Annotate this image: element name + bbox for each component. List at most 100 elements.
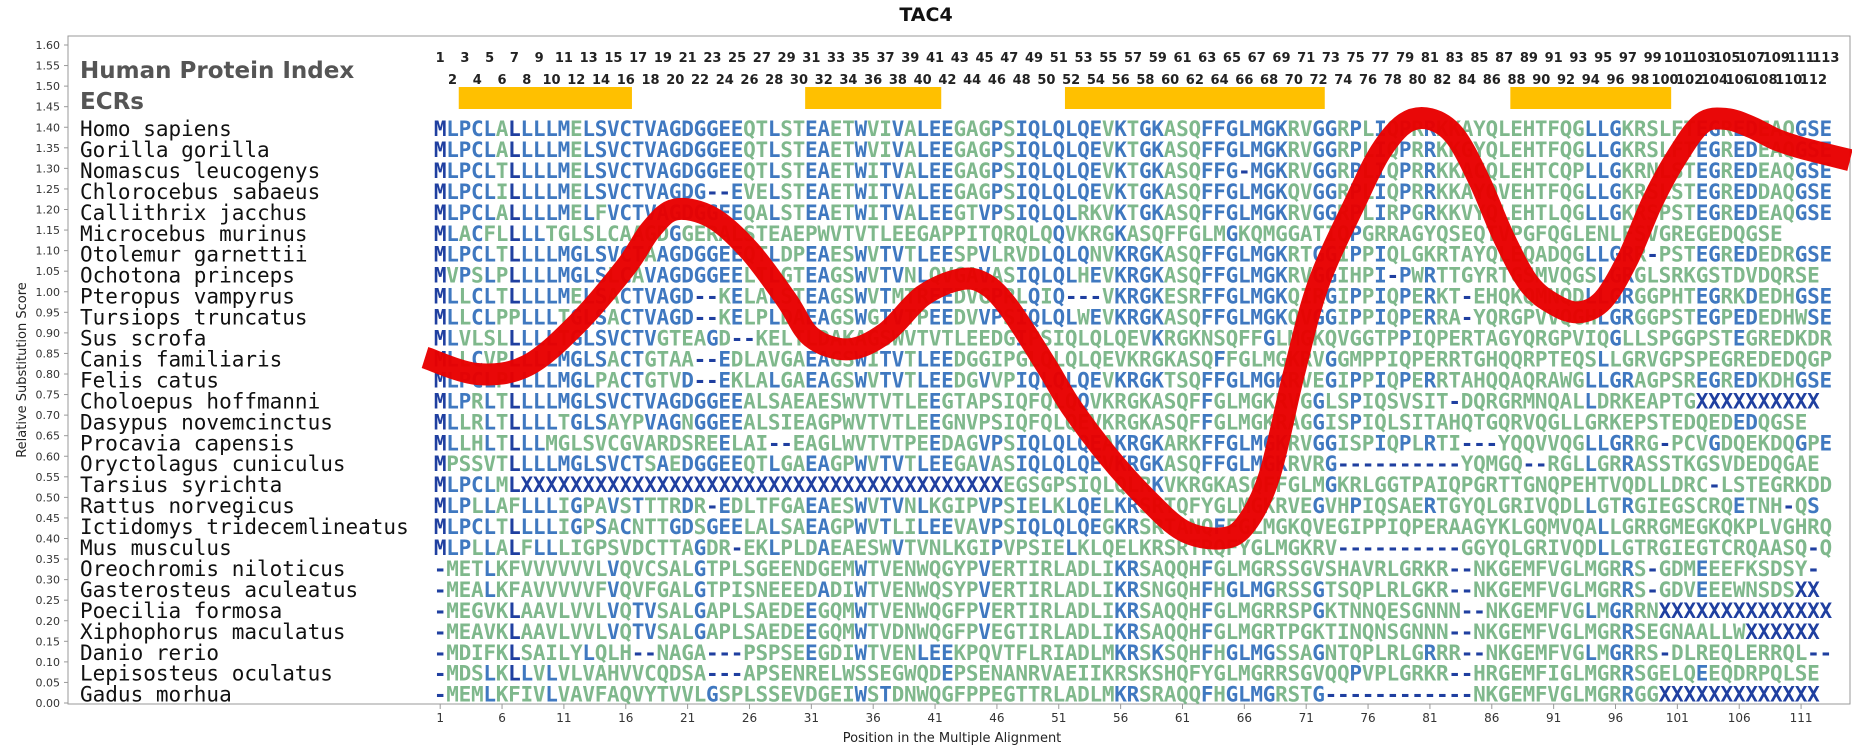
residue: Q xyxy=(1052,264,1065,288)
residue: V xyxy=(1102,306,1115,330)
residue: T xyxy=(1535,138,1548,162)
y-tick-label: 1.10 xyxy=(36,245,61,258)
residue: A xyxy=(817,243,830,267)
residue: L xyxy=(483,306,496,330)
residue: E xyxy=(1411,285,1424,309)
residue: T xyxy=(669,327,682,351)
x-axis: 1 6 11 16 21 26 31 36 41 46 51 56 61 66 71 76 81 86 91 96 10… xyxy=(436,704,1813,725)
residue: - xyxy=(1077,285,1090,309)
residue: L xyxy=(743,368,756,392)
residue: L xyxy=(1411,431,1424,455)
ecr-bar xyxy=(1064,87,1325,109)
residue: X xyxy=(867,473,880,497)
residue: T xyxy=(879,264,892,288)
residue: L xyxy=(1362,117,1375,141)
residue: I xyxy=(1077,473,1090,497)
residue: L xyxy=(533,494,546,518)
human-index-number: 65 xyxy=(1223,51,1241,66)
residue: F xyxy=(1213,347,1226,371)
residue: R xyxy=(1424,138,1437,162)
residue: C xyxy=(471,306,484,330)
residue: - xyxy=(694,368,707,392)
residue: A xyxy=(607,368,620,392)
residue: A xyxy=(756,347,769,371)
residue: X xyxy=(582,473,595,497)
residue: D xyxy=(1745,138,1758,162)
residue: M xyxy=(558,389,571,413)
residue: K xyxy=(1448,159,1461,183)
residue: V xyxy=(830,222,843,246)
residue: S xyxy=(780,159,793,183)
residue: K xyxy=(1114,264,1127,288)
residue: P xyxy=(978,683,991,707)
residue: G xyxy=(669,180,682,204)
residue: S xyxy=(1758,222,1771,246)
human-index-number: 25 xyxy=(728,51,746,66)
residue: Q xyxy=(1052,159,1065,183)
residue: - xyxy=(1461,306,1474,330)
residue: I xyxy=(1040,285,1053,309)
residue: I xyxy=(1015,201,1028,225)
human-index-number: 41 xyxy=(926,51,944,66)
residue: V xyxy=(1325,494,1338,518)
residue: R xyxy=(1288,138,1301,162)
residue: Q xyxy=(1510,431,1523,455)
residue: X xyxy=(632,473,645,497)
residue: D xyxy=(1819,473,1832,497)
residue: Q xyxy=(1077,159,1090,183)
residue: C xyxy=(619,347,632,371)
residue: L xyxy=(582,347,595,371)
residue: E xyxy=(1819,368,1832,392)
residue: Q xyxy=(1436,222,1449,246)
residue: G xyxy=(1139,243,1152,267)
residue: M xyxy=(434,180,447,204)
residue: X xyxy=(657,473,670,497)
residue: S xyxy=(1646,452,1659,476)
y-tick-label: 0.20 xyxy=(36,615,61,628)
residue: S xyxy=(1708,327,1721,351)
residue: V xyxy=(867,452,880,476)
residue: L xyxy=(916,138,929,162)
residue: S xyxy=(1337,389,1350,413)
residue: G xyxy=(1226,222,1239,246)
residue: M xyxy=(471,683,484,707)
residue: L xyxy=(520,264,533,288)
residue: G xyxy=(669,285,682,309)
residue: K xyxy=(1622,159,1635,183)
human-index-number: 1 xyxy=(436,51,445,66)
residue: R xyxy=(694,431,707,455)
residue: T xyxy=(632,117,645,141)
residue: D xyxy=(681,389,694,413)
residue: Q xyxy=(1560,159,1573,183)
residue: L xyxy=(545,285,558,309)
residue: L xyxy=(953,327,966,351)
residue: G xyxy=(1609,159,1622,183)
residue: F xyxy=(1176,222,1189,246)
residue: G xyxy=(1003,683,1016,707)
species-name: Microcebus murinus xyxy=(80,222,308,246)
residue: A xyxy=(1065,683,1078,707)
residue: G xyxy=(817,410,830,434)
residue: E xyxy=(1708,347,1721,371)
residue: L xyxy=(508,159,521,183)
species-name: Procavia capensis xyxy=(80,431,295,455)
residue: G xyxy=(1238,347,1251,371)
residue: V xyxy=(446,264,459,288)
residue: T xyxy=(1312,222,1325,246)
residue: P xyxy=(966,494,979,518)
residue: R xyxy=(1077,201,1090,225)
residue: X xyxy=(817,473,830,497)
residue: P xyxy=(1659,368,1672,392)
residue: L xyxy=(582,180,595,204)
residue: G xyxy=(966,347,979,371)
residue: G xyxy=(1461,264,1474,288)
residue: G xyxy=(1312,410,1325,434)
residue: S xyxy=(830,389,843,413)
residue: K xyxy=(1114,431,1127,455)
residue: E xyxy=(1696,243,1709,267)
residue: L xyxy=(1597,201,1610,225)
residue: G xyxy=(669,159,682,183)
human-index-number: 7 xyxy=(510,51,519,66)
residue: P xyxy=(991,431,1004,455)
residue: R xyxy=(1337,117,1350,141)
